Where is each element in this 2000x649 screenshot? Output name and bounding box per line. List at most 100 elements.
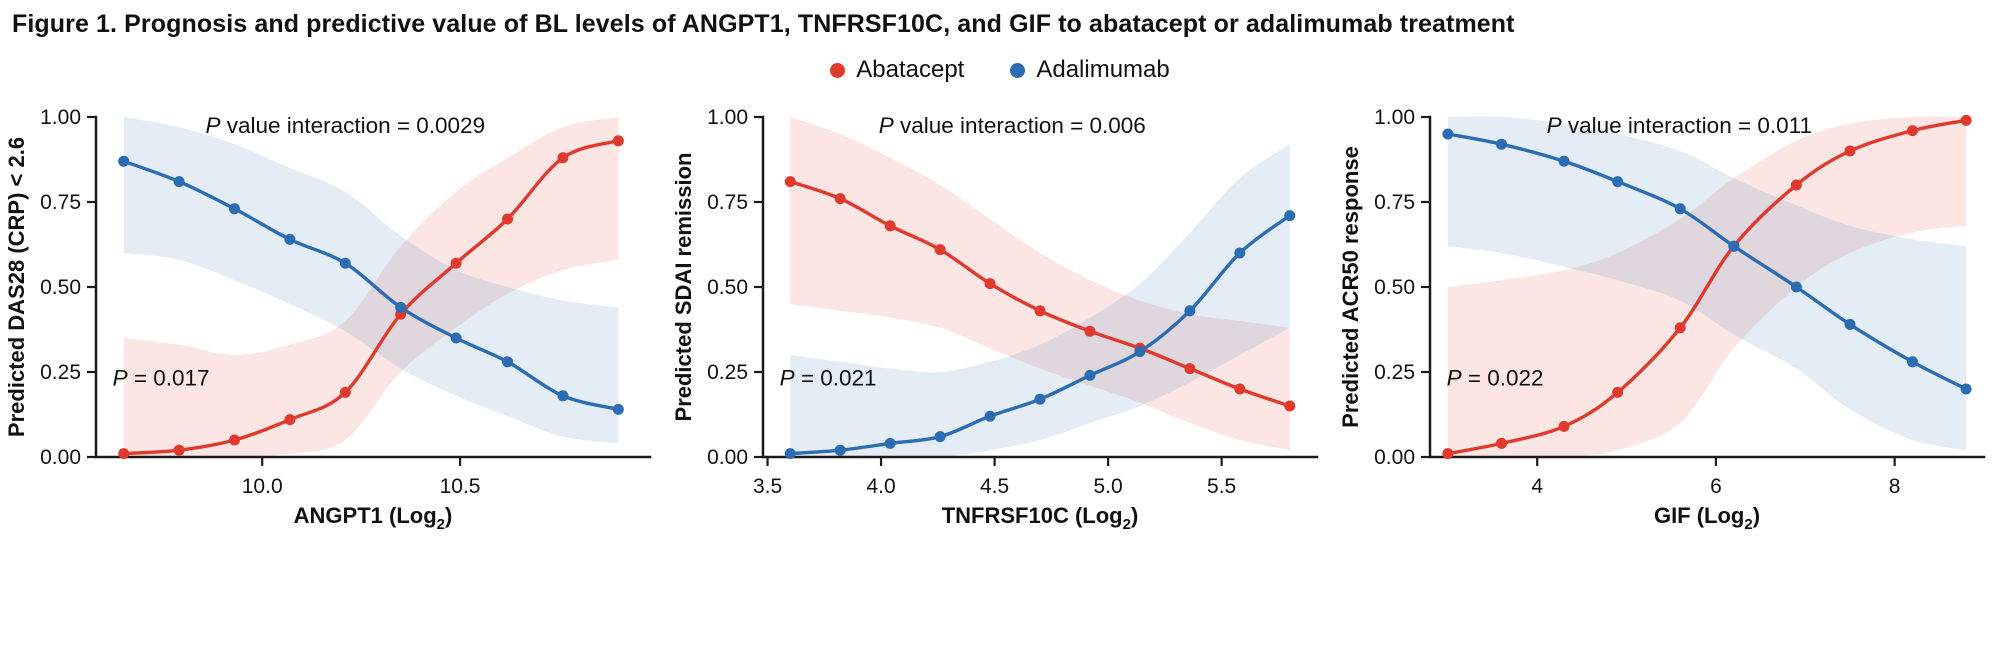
ci-band-abatacept bbox=[123, 117, 619, 458]
series-abatacept bbox=[1442, 114, 1972, 460]
data-point-abatacept bbox=[450, 257, 462, 269]
data-point-adalimumab bbox=[1612, 176, 1624, 188]
p-interaction-annotation: P value interaction = 0.011 bbox=[1547, 113, 1812, 138]
x-axis-label: GIF (Log2) bbox=[1654, 503, 1760, 533]
data-point-abatacept bbox=[1674, 322, 1686, 334]
data-point-adalimumab bbox=[118, 155, 130, 167]
p-interaction-annotation: P value interaction = 0.006 bbox=[879, 113, 1146, 138]
data-point-adalimumab bbox=[1844, 318, 1856, 330]
series-adalimumab bbox=[784, 210, 1296, 460]
data-point-abatacept bbox=[1960, 114, 1972, 126]
trend-line-adalimumab bbox=[1446, 132, 1968, 391]
data-point-adalimumab bbox=[1674, 203, 1686, 215]
y-tick-label: 0.25 bbox=[707, 361, 748, 384]
x-tick-label: 10.0 bbox=[242, 475, 283, 498]
y-axis-label: Predicted SDAI remission bbox=[671, 153, 696, 422]
series-adalimumab bbox=[1442, 128, 1972, 395]
data-point-adalimumab bbox=[1184, 305, 1196, 317]
legend-label: Abatacept bbox=[856, 56, 965, 83]
data-point-abatacept bbox=[612, 135, 624, 147]
data-point-adalimumab bbox=[229, 203, 240, 215]
x-axis-label: ANGPT1 (Log2) bbox=[294, 503, 453, 533]
data-point-abatacept bbox=[173, 444, 185, 456]
data-point-adalimumab bbox=[984, 410, 996, 422]
data-point-adalimumab bbox=[612, 403, 624, 415]
series-abatacept bbox=[118, 135, 624, 460]
data-point-abatacept bbox=[1790, 179, 1802, 191]
series-adalimumab bbox=[118, 155, 624, 415]
chart-gif: 0.00 0.25 0.50 0.75 1.00 4 6 8 P value interacti… bbox=[1338, 106, 1986, 533]
x-axis-label: TNFRSF10C (Log2) bbox=[942, 503, 1139, 533]
y-tick-label: 1.00 bbox=[1374, 106, 1415, 129]
x-tick-label: 5.0 bbox=[1094, 475, 1123, 498]
data-point-adalimumab bbox=[284, 233, 296, 245]
y-axis-label: Predicted ACR50 response bbox=[1338, 146, 1363, 428]
data-point-adalimumab bbox=[502, 356, 514, 368]
data-point-adalimumab bbox=[934, 431, 946, 443]
x-tick-label: 8 bbox=[1889, 475, 1901, 498]
x-tick-label: 4.0 bbox=[866, 475, 895, 498]
x-tick-label: 4 bbox=[1531, 475, 1543, 498]
charts-row: 0.00 0.25 0.50 0.75 1.00 10.0 10.5 P value inte… bbox=[0, 95, 2000, 649]
data-point-adalimumab bbox=[339, 257, 351, 269]
data-point-abatacept bbox=[1612, 386, 1624, 398]
trend-line-abatacept bbox=[122, 139, 620, 456]
ci-band-abatacept bbox=[790, 117, 1290, 451]
data-point-abatacept bbox=[884, 220, 896, 232]
p-value-annotation: P = 0.017 bbox=[113, 366, 210, 391]
data-point-abatacept bbox=[229, 434, 240, 446]
y-tick-label: 0.00 bbox=[1374, 446, 1415, 469]
data-point-adalimumab bbox=[450, 332, 462, 344]
data-point-adalimumab bbox=[1284, 210, 1296, 222]
y-tick-label: 0.75 bbox=[1374, 191, 1415, 214]
data-point-abatacept bbox=[557, 152, 569, 164]
legend-item-adalimumab: Adalimumab bbox=[1010, 56, 1170, 84]
data-point-adalimumab bbox=[1907, 356, 1919, 368]
data-point-adalimumab bbox=[395, 301, 407, 313]
data-point-abatacept bbox=[984, 278, 996, 290]
y-tick-label: 0.50 bbox=[707, 276, 748, 299]
p-value-annotation: P = 0.021 bbox=[780, 366, 877, 391]
data-point-adalimumab bbox=[884, 437, 896, 449]
data-point-adalimumab bbox=[1234, 247, 1246, 259]
data-point-adalimumab bbox=[173, 176, 185, 188]
x-tick-label: 6 bbox=[1710, 475, 1722, 498]
legend-dot-abatacept bbox=[830, 62, 846, 78]
p-value-annotation: P = 0.022 bbox=[1447, 366, 1544, 391]
y-tick-label: 1.00 bbox=[707, 106, 748, 129]
data-point-abatacept bbox=[502, 213, 514, 225]
data-point-abatacept bbox=[118, 448, 130, 460]
y-tick-label: 0.75 bbox=[40, 191, 81, 214]
data-point-abatacept bbox=[784, 176, 796, 188]
data-point-abatacept bbox=[1907, 125, 1919, 137]
data-point-adalimumab bbox=[834, 444, 846, 456]
data-point-abatacept bbox=[1034, 305, 1046, 317]
p-interaction-annotation: P value interaction = 0.0029 bbox=[206, 113, 486, 138]
data-point-abatacept bbox=[1184, 363, 1196, 375]
data-point-abatacept bbox=[1084, 325, 1096, 337]
ci-band-adalimumab bbox=[1447, 116, 1967, 451]
data-point-adalimumab bbox=[1960, 383, 1972, 395]
data-point-adalimumab bbox=[557, 390, 569, 402]
y-tick-label: 0.25 bbox=[40, 361, 81, 384]
y-tick-label: 0.25 bbox=[1374, 361, 1415, 384]
data-point-abatacept bbox=[1495, 437, 1507, 449]
data-point-abatacept bbox=[284, 414, 296, 426]
data-point-adalimumab bbox=[1084, 369, 1096, 381]
data-point-adalimumab bbox=[1495, 138, 1507, 150]
data-point-adalimumab bbox=[1558, 155, 1570, 167]
data-point-abatacept bbox=[1844, 145, 1856, 157]
data-point-adalimumab bbox=[1034, 393, 1046, 405]
data-point-adalimumab bbox=[1442, 128, 1454, 140]
legend-dot-adalimumab bbox=[1010, 62, 1026, 78]
data-point-abatacept bbox=[1234, 383, 1246, 395]
y-tick-label: 1.00 bbox=[40, 106, 81, 129]
x-tick-label: 5.5 bbox=[1207, 475, 1236, 498]
x-tick-label: 10.5 bbox=[440, 475, 481, 498]
series-abatacept bbox=[784, 176, 1296, 412]
data-point-abatacept bbox=[1442, 448, 1454, 460]
data-point-abatacept bbox=[1284, 400, 1296, 412]
data-point-adalimumab bbox=[1134, 346, 1146, 358]
chart-angpt1: 0.00 0.25 0.50 0.75 1.00 10.0 10.5 P value inte… bbox=[4, 106, 652, 533]
trend-line-adalimumab bbox=[122, 159, 620, 412]
